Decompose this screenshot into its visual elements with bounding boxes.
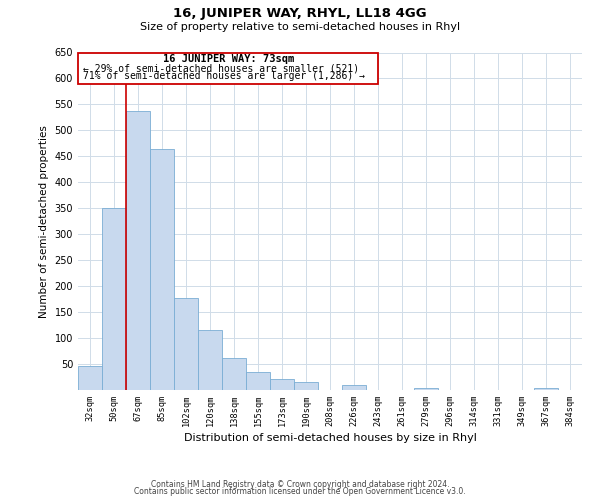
Bar bbox=[246, 372, 270, 390]
Bar bbox=[270, 378, 294, 390]
Bar bbox=[198, 330, 222, 390]
Bar bbox=[126, 111, 150, 390]
Bar bbox=[78, 366, 102, 390]
Bar bbox=[534, 388, 558, 390]
Text: 16, JUNIPER WAY, RHYL, LL18 4GG: 16, JUNIPER WAY, RHYL, LL18 4GG bbox=[173, 8, 427, 20]
Y-axis label: Number of semi-detached properties: Number of semi-detached properties bbox=[39, 125, 49, 318]
Bar bbox=[174, 298, 198, 390]
Bar bbox=[342, 386, 366, 390]
Bar bbox=[222, 358, 246, 390]
FancyBboxPatch shape bbox=[79, 52, 378, 84]
Text: Contains public sector information licensed under the Open Government Licence v3: Contains public sector information licen… bbox=[134, 488, 466, 496]
Bar bbox=[414, 388, 438, 390]
Text: 16 JUNIPER WAY: 73sqm: 16 JUNIPER WAY: 73sqm bbox=[163, 54, 294, 64]
Text: 71% of semi-detached houses are larger (1,286) →: 71% of semi-detached houses are larger (… bbox=[83, 72, 365, 82]
Bar bbox=[294, 382, 318, 390]
Text: Size of property relative to semi-detached houses in Rhyl: Size of property relative to semi-detach… bbox=[140, 22, 460, 32]
Text: ← 29% of semi-detached houses are smaller (521): ← 29% of semi-detached houses are smalle… bbox=[83, 63, 359, 73]
Bar bbox=[102, 208, 126, 390]
Text: Contains HM Land Registry data © Crown copyright and database right 2024.: Contains HM Land Registry data © Crown c… bbox=[151, 480, 449, 489]
Bar bbox=[150, 148, 174, 390]
X-axis label: Distribution of semi-detached houses by size in Rhyl: Distribution of semi-detached houses by … bbox=[184, 434, 476, 444]
